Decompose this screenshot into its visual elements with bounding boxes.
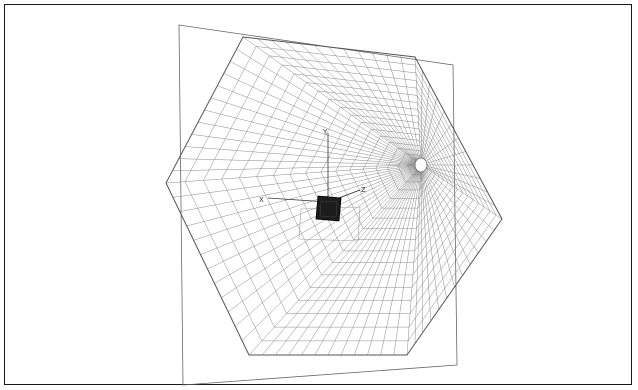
radial-mesh-line (198, 121, 422, 166)
radial-mesh-line (300, 43, 422, 166)
radial-mesh-line (327, 164, 422, 356)
radial-grid-lines (414, 157, 428, 173)
radial-mesh-line (185, 146, 422, 166)
radial-mesh-line (414, 164, 422, 344)
radial-mesh-line (406, 164, 422, 356)
radial-mesh-line (420, 164, 488, 193)
radial-mesh-line (420, 164, 471, 265)
ring-mesh-line (398, 153, 429, 183)
ring-mesh-line (305, 106, 458, 252)
ring-mesh-line (239, 73, 479, 301)
radial-mesh-line (420, 83, 430, 166)
radial-mesh-line (179, 164, 422, 212)
radial-mesh-line (343, 48, 422, 166)
radial-mesh-line (420, 70, 423, 166)
radial-mesh-line (271, 40, 422, 166)
radial-mesh-line (172, 164, 422, 172)
ring-mesh-line (203, 55, 491, 328)
ring-mesh-line (362, 135, 440, 209)
radial-mesh-line (288, 164, 422, 356)
radial-mesh-line (207, 164, 422, 270)
radial-mesh-line (248, 164, 422, 356)
radial-mesh-line (210, 97, 422, 166)
radial-mesh-line (228, 164, 422, 313)
radial-mesh-line (420, 164, 431, 322)
radial-mesh-line (221, 164, 422, 298)
radial-mesh-line (191, 134, 422, 166)
radial-mesh-line (214, 164, 422, 284)
radial-mesh-line (204, 109, 422, 166)
radial-mesh-line (420, 124, 452, 166)
radial-mesh-line (235, 164, 422, 327)
radial-mesh-line (420, 164, 503, 220)
radial-mesh (165, 36, 503, 356)
radial-mesh-line (420, 164, 495, 231)
specimen-block (315, 195, 342, 222)
radial-mesh-line (400, 55, 422, 166)
radial-mesh-line (200, 164, 422, 255)
radial-mesh-line (420, 97, 437, 166)
radial-mesh-line (420, 164, 463, 276)
radial-mesh-line (165, 164, 422, 184)
ring-mesh-line (289, 98, 463, 263)
radial-mesh-line (420, 110, 445, 166)
radial-mesh-line (357, 50, 422, 166)
hexagon-outline (165, 36, 503, 356)
ring-mesh-line (387, 147, 432, 191)
ring-mesh-line (349, 128, 444, 219)
ring-mesh-line (320, 114, 454, 240)
coordinate-axes: Y X Z (259, 128, 366, 204)
radial-mesh-line (257, 38, 422, 166)
radial-mesh-line (354, 164, 422, 356)
radial-mesh-line (420, 164, 479, 254)
figure-frame: Y X Z (4, 4, 632, 386)
radial-mesh-line (178, 158, 422, 166)
radial-mesh-line (367, 164, 422, 356)
radial-mesh-line (301, 164, 422, 356)
radial-mesh-line (340, 164, 422, 356)
radial-mesh-line (314, 45, 422, 166)
radial-mesh-line (328, 46, 422, 166)
ring-mesh-line (375, 142, 436, 199)
background-plane (178, 24, 458, 386)
radial-mesh-line (414, 56, 422, 166)
radial-mesh-line (314, 164, 422, 356)
ring-mesh-line (273, 90, 469, 276)
radial-mesh-line (420, 151, 466, 166)
radial-mesh-line (236, 48, 422, 166)
radial-mesh-line (261, 164, 422, 356)
radial-mesh-line (380, 164, 422, 356)
radial-mesh-line (285, 41, 422, 166)
radial-mesh-line (186, 164, 422, 227)
radial-mesh-line (420, 164, 447, 299)
ring-mesh-line (184, 46, 497, 342)
radial-mesh-line (371, 51, 422, 166)
ring-mesh-line (256, 82, 474, 288)
mesh-diagram: Y X Z (165, 24, 503, 386)
radial-mesh-line (420, 164, 439, 310)
y-axis-label: Y (322, 128, 328, 136)
x-axis-label: X (259, 196, 264, 204)
radial-mesh-line (420, 164, 455, 288)
radial-mesh-line (393, 164, 422, 356)
z-axis-label: Z (361, 186, 366, 194)
radial-mesh-line (230, 61, 422, 166)
radial-mesh-line (217, 85, 422, 166)
radial-mesh-line (420, 164, 495, 206)
radial-mesh-line (223, 73, 422, 166)
radial-mesh-line (420, 164, 487, 242)
radial-mesh-line (241, 164, 422, 341)
radial-mesh-line (386, 53, 422, 166)
radial-mesh-line (193, 164, 422, 241)
radial-mesh-line (275, 164, 422, 356)
radial-mesh-line (242, 36, 422, 166)
ring-mesh-line (335, 121, 449, 229)
radial-mesh-line (420, 137, 459, 166)
radial-mesh-line (420, 164, 424, 333)
ring-mesh-line (221, 64, 485, 314)
radial-mesh-line (172, 164, 422, 198)
radial-mesh-line (420, 164, 481, 179)
hole-circle (414, 157, 428, 173)
